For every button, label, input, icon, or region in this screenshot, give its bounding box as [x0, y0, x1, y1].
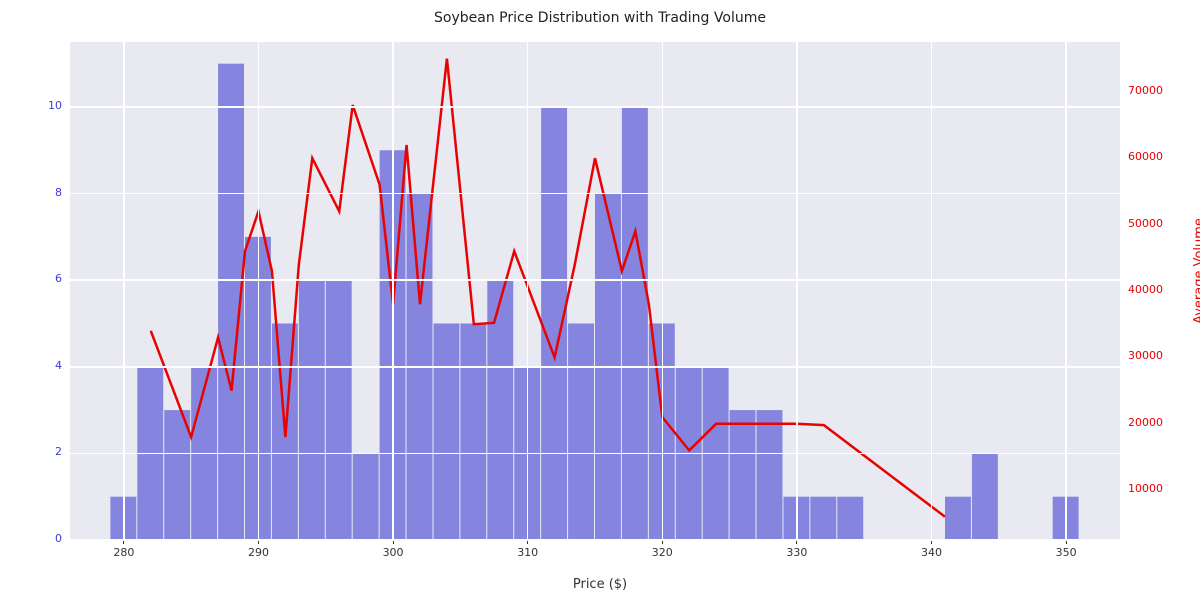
grid-line-horizontal: [70, 279, 1120, 281]
y-left-tick-label: 2: [30, 445, 62, 458]
y-left-tick-label: 10: [30, 99, 62, 112]
x-tick-label: 350: [1046, 546, 1086, 559]
x-tick-label: 290: [238, 546, 278, 559]
x-tick-label: 310: [508, 546, 548, 559]
y-right-tick-label: 30000: [1128, 349, 1188, 362]
grid-line-horizontal: [70, 106, 1120, 108]
grid-line-vertical: [258, 42, 260, 540]
plot-area: [70, 42, 1120, 540]
grid-line-vertical: [392, 42, 394, 540]
y-right-tick-label: 40000: [1128, 283, 1188, 296]
grid-line-horizontal: [70, 453, 1120, 455]
x-tick-label: 300: [373, 546, 413, 559]
y-right-tick-label: 20000: [1128, 416, 1188, 429]
volume-line: [70, 42, 1120, 540]
y-right-tick-label: 10000: [1128, 482, 1188, 495]
grid-line-vertical: [796, 42, 798, 540]
grid-line-vertical: [527, 42, 529, 540]
x-tick-label: 340: [912, 546, 952, 559]
y-left-tick-label: 4: [30, 359, 62, 372]
y-left-tick-label: 8: [30, 186, 62, 199]
grid-line-horizontal: [70, 539, 1120, 541]
y-left-tick-label: 6: [30, 272, 62, 285]
chart-title: Soybean Price Distribution with Trading …: [0, 10, 1200, 26]
grid-line-horizontal: [70, 366, 1120, 368]
grid-line-vertical: [123, 42, 125, 540]
grid-line-horizontal: [70, 193, 1120, 195]
volume-line-path: [151, 59, 945, 517]
y-right-tick-label: 50000: [1128, 217, 1188, 230]
y-axis-right-label: Average Volume: [1192, 191, 1200, 351]
y-right-tick-label: 70000: [1128, 84, 1188, 97]
grid-line-vertical: [1065, 42, 1067, 540]
x-tick-label: 330: [777, 546, 817, 559]
x-axis-label: Price ($): [0, 577, 1200, 592]
grid-line-vertical: [931, 42, 933, 540]
x-tick-label: 280: [104, 546, 144, 559]
y-left-tick-label: 0: [30, 532, 62, 545]
y-right-tick-label: 60000: [1128, 150, 1188, 163]
grid-line-vertical: [662, 42, 664, 540]
x-tick-label: 320: [642, 546, 682, 559]
